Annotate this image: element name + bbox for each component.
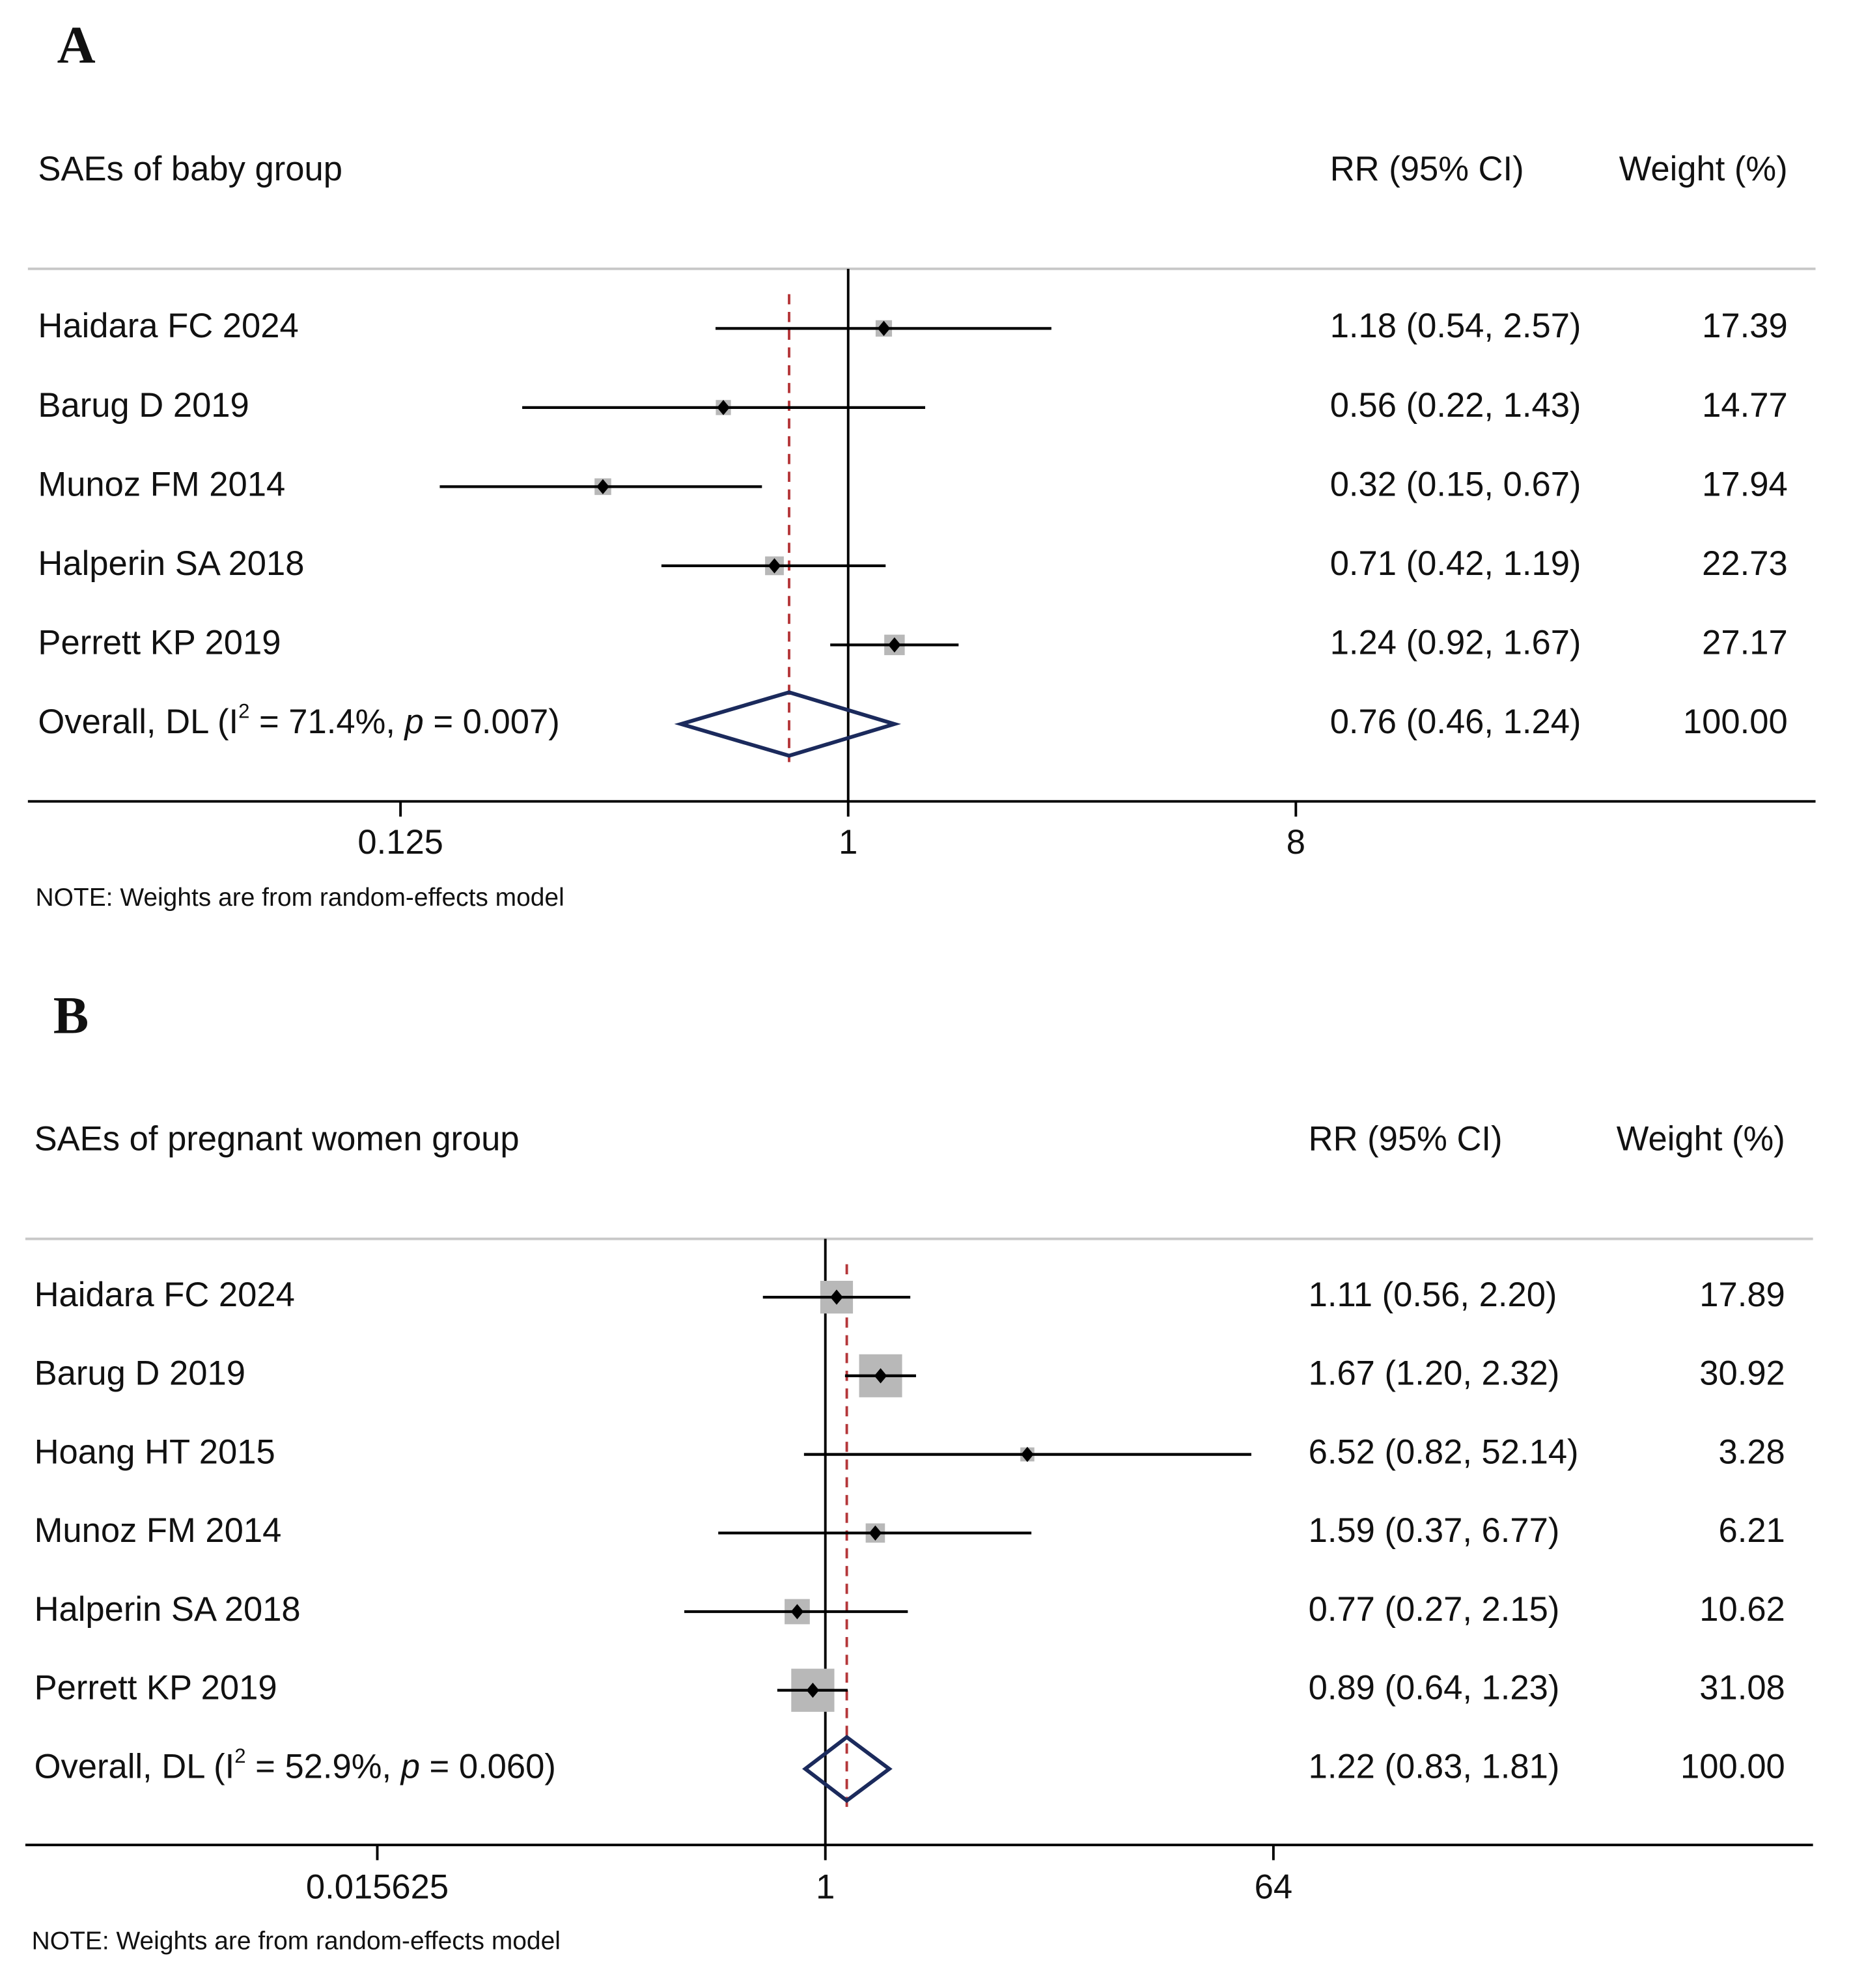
column-header-effect: RR (95% CI) <box>1309 1119 1503 1158</box>
panel-label: B <box>53 985 89 1044</box>
study-label: Haidara FC 2024 <box>38 307 298 345</box>
effect-ci-text: 1.24 (0.92, 1.67) <box>1330 623 1581 662</box>
weight-value: 6.21 <box>1718 1511 1785 1550</box>
x-tick-label: 64 <box>1255 1868 1292 1906</box>
study-label: Munoz FM 2014 <box>38 465 285 503</box>
effect-ci-text: 1.59 (0.37, 6.77) <box>1309 1511 1560 1550</box>
effect-ci-text: 1.18 (0.54, 2.57) <box>1330 307 1581 345</box>
overall-label-p-italic: p <box>404 703 424 741</box>
chart-title: SAEs of pregnant women group <box>35 1119 520 1158</box>
x-tick-label: 1 <box>816 1868 835 1906</box>
weight-value: 31.08 <box>1699 1669 1785 1707</box>
point-estimate <box>806 1683 820 1698</box>
column-header-weight: Weight (%) <box>1617 1119 1785 1158</box>
chart-title: SAEs of baby group <box>38 150 342 188</box>
study-label: Munoz FM 2014 <box>35 1511 282 1550</box>
study-label: Halperin SA 2018 <box>35 1590 301 1629</box>
effect-ci-text: 0.77 (0.27, 2.15) <box>1309 1590 1560 1629</box>
effect-ci-text: 6.52 (0.82, 52.14) <box>1309 1433 1579 1471</box>
overall-label-label-end: = 0.060) <box>420 1747 556 1785</box>
weight-value: 30.92 <box>1699 1354 1785 1393</box>
study-label: Haidara FC 2024 <box>35 1276 295 1314</box>
study-label: Perrett KP 2019 <box>35 1669 277 1707</box>
footnote: NOTE: Weights are from random-effects mo… <box>36 884 564 912</box>
point-estimate <box>877 320 891 337</box>
overall-label-label-mid: = 52.9%, <box>246 1747 401 1785</box>
column-header-weight: Weight (%) <box>1619 150 1788 188</box>
x-tick-label: 1 <box>839 823 857 861</box>
overall-diamond <box>802 1735 893 1803</box>
overall-effect-ci-text: 1.22 (0.83, 1.81) <box>1309 1747 1560 1785</box>
study-label: Barug D 2019 <box>35 1354 245 1393</box>
overall-label-label-prefix: Overall, DL (I <box>35 1747 235 1785</box>
effect-ci-text: 1.67 (1.20, 2.32) <box>1309 1354 1560 1393</box>
study-label: Halperin SA 2018 <box>38 544 304 583</box>
overall-label-label-mid: = 71.4%, <box>249 703 404 741</box>
study-label: Perrett KP 2019 <box>38 623 281 662</box>
overall-diamond <box>674 690 902 758</box>
study-label: Barug D 2019 <box>38 386 249 425</box>
x-tick-label: 0.125 <box>357 823 443 861</box>
weight-value: 10.62 <box>1699 1590 1785 1629</box>
effect-ci-text: 1.11 (0.56, 2.20) <box>1309 1276 1557 1314</box>
panel-label: A <box>57 16 96 75</box>
point-estimate <box>830 1289 843 1305</box>
effect-ci-text: 0.71 (0.42, 1.19) <box>1330 544 1581 583</box>
overall-label-sup: 2 <box>234 1744 245 1767</box>
column-header-effect: RR (95% CI) <box>1330 150 1524 188</box>
overall-label-label-end: = 0.007) <box>424 703 560 741</box>
effect-ci-text: 0.89 (0.64, 1.23) <box>1309 1669 1560 1707</box>
weight-value: 14.77 <box>1702 386 1788 425</box>
overall-weight-value: 100.00 <box>1683 703 1788 741</box>
point-estimate <box>768 558 781 574</box>
weight-value: 17.39 <box>1702 307 1788 345</box>
overall-label-label-prefix: Overall, DL (I <box>38 703 238 741</box>
study-label: Hoang HT 2015 <box>35 1433 275 1471</box>
point-estimate <box>717 400 730 415</box>
x-tick-label: 0.015625 <box>306 1868 449 1906</box>
footnote: NOTE: Weights are from random-effects mo… <box>32 1927 561 1955</box>
overall-label: Overall, DL (I2 = 52.9%, p = 0.060) <box>35 1744 556 1785</box>
overall-label: Overall, DL (I2 = 71.4%, p = 0.007) <box>38 700 559 741</box>
point-estimate <box>874 1368 887 1384</box>
weight-value: 3.28 <box>1718 1433 1785 1471</box>
weight-value: 27.17 <box>1702 623 1788 662</box>
weight-value: 17.89 <box>1699 1276 1785 1314</box>
effect-ci-text: 0.32 (0.15, 0.67) <box>1330 465 1581 503</box>
overall-effect-ci-text: 0.76 (0.46, 1.24) <box>1330 703 1581 741</box>
overall-weight-value: 100.00 <box>1680 1747 1785 1785</box>
overall-label-p-italic: p <box>400 1747 420 1785</box>
weight-value: 22.73 <box>1702 544 1788 583</box>
weight-value: 17.94 <box>1702 465 1788 503</box>
overall-label-sup: 2 <box>238 700 249 723</box>
effect-ci-text: 0.56 (0.22, 1.43) <box>1330 386 1581 425</box>
x-tick-label: 8 <box>1287 823 1305 861</box>
point-estimate <box>869 1525 882 1541</box>
